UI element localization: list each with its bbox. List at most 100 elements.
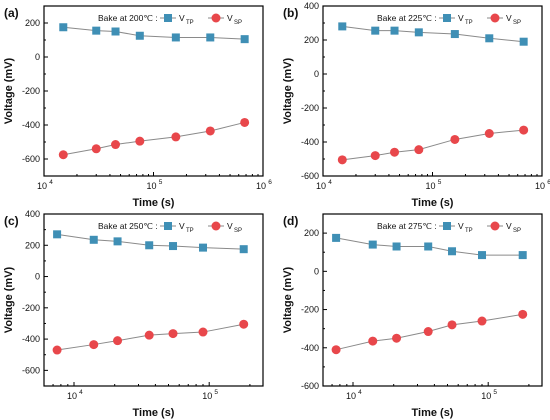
x-axis-title: Time (s) [133, 197, 175, 209]
panel-label: (b) [283, 6, 298, 20]
y-tick-label: 0 [314, 69, 319, 79]
data-point-square [169, 242, 178, 251]
y-tick-label: -200 [22, 86, 40, 96]
y-tick-label: 0 [314, 266, 319, 276]
y-tick-label: -200 [22, 303, 40, 313]
data-point-circle [52, 345, 62, 355]
data-point-square [338, 22, 347, 31]
legend-title: Bake at 200℃ : [98, 13, 158, 23]
data-point-circle [168, 329, 178, 339]
data-point-circle [135, 136, 145, 146]
y-tick-label: 0 [35, 52, 40, 62]
data-point-square [135, 31, 144, 40]
data-point-square [111, 27, 120, 36]
x-axis-title: Time (s) [412, 407, 454, 419]
x-tick-exponent: 4 [328, 179, 332, 186]
x-tick-label: 10 [256, 181, 266, 191]
legend-label-subscript: SP [513, 20, 521, 26]
data-point-circle [337, 155, 347, 165]
data-point-circle [484, 129, 494, 138]
data-point-square [171, 33, 180, 42]
series-line [342, 129, 524, 161]
legend-label: V [506, 221, 512, 231]
data-point-circle [477, 316, 487, 326]
data-point-square [450, 30, 459, 39]
series-line [63, 121, 245, 156]
legend-marker-circle [211, 221, 221, 231]
x-tick-exponent: 6 [268, 179, 272, 186]
x-tick-exponent: 4 [358, 389, 362, 396]
data-point-square [414, 28, 423, 37]
y-axis-title: Voltage (mV) [3, 266, 15, 333]
data-point-circle [423, 327, 433, 337]
data-point-square [332, 233, 341, 242]
plot-frame [43, 5, 264, 177]
data-point-circle [519, 125, 529, 135]
plot-frame [43, 213, 264, 387]
data-point-circle [331, 345, 341, 355]
x-tick-label: 10 [67, 391, 77, 401]
panel-label: (a) [4, 6, 19, 20]
y-tick-label: 0 [35, 272, 40, 282]
y-tick-label: 400 [304, 1, 319, 11]
legend-marker-circle [211, 13, 221, 23]
panel-label: (c) [4, 214, 19, 228]
y-tick-label: -400 [301, 137, 319, 147]
y-tick-label: -600 [301, 381, 319, 391]
y-tick-label: 200 [25, 240, 40, 250]
data-point-circle [240, 117, 250, 127]
series-line [342, 25, 524, 43]
x-axis-title: Time (s) [412, 197, 454, 209]
data-point-circle [447, 320, 457, 330]
data-point-square [92, 26, 101, 35]
data-point-circle [89, 340, 99, 350]
x-tick-exponent: 5 [214, 389, 218, 396]
data-point-circle [171, 132, 181, 142]
x-tick-label: 10 [425, 181, 435, 191]
x-tick-exponent: 5 [159, 179, 163, 186]
legend-marker-square [164, 222, 172, 230]
data-point-square [448, 247, 457, 256]
legend-label-subscript: TP [186, 228, 194, 234]
data-point-square [390, 26, 399, 35]
data-point-square [113, 237, 122, 246]
legend-title: Bake at 275℃ : [377, 221, 437, 231]
x-tick-exponent: 5 [493, 389, 497, 396]
data-point-square [206, 33, 215, 42]
x-tick-label: 10 [37, 181, 47, 191]
data-point-circle [390, 147, 400, 157]
data-point-circle [91, 144, 101, 154]
y-tick-label: -200 [301, 305, 319, 315]
x-tick-label: 10 [535, 181, 545, 191]
x-tick-exponent: 6 [547, 179, 550, 186]
data-point-circle [370, 151, 380, 161]
data-point-circle [414, 145, 424, 155]
legend-label: V [179, 13, 185, 23]
y-tick-label: -200 [301, 103, 319, 113]
legend-marker-square [443, 222, 451, 230]
y-tick-label: -600 [301, 171, 319, 181]
x-tick-exponent: 4 [79, 389, 83, 396]
legend-label: V [179, 221, 185, 231]
legend-title: Bake at 225℃ : [377, 13, 437, 23]
legend-label-subscript: SP [234, 20, 242, 26]
legend-title: Bake at 250℃ : [98, 221, 158, 231]
x-tick-label: 10 [481, 391, 491, 401]
y-tick-label: 400 [25, 209, 40, 219]
legend-label: V [458, 221, 464, 231]
data-point-circle [392, 333, 402, 343]
data-point-circle [518, 309, 528, 319]
x-tick-label: 10 [316, 181, 326, 191]
data-point-square [53, 230, 62, 239]
x-tick-exponent: 5 [438, 179, 442, 186]
legend-label-subscript: TP [465, 20, 473, 26]
y-tick-label: 200 [25, 18, 40, 28]
y-tick-label: -600 [22, 365, 40, 375]
legend-marker-circle [490, 221, 500, 231]
y-tick-label: -400 [22, 334, 40, 344]
legend-label-subscript: TP [186, 20, 194, 26]
data-point-square [59, 23, 68, 32]
